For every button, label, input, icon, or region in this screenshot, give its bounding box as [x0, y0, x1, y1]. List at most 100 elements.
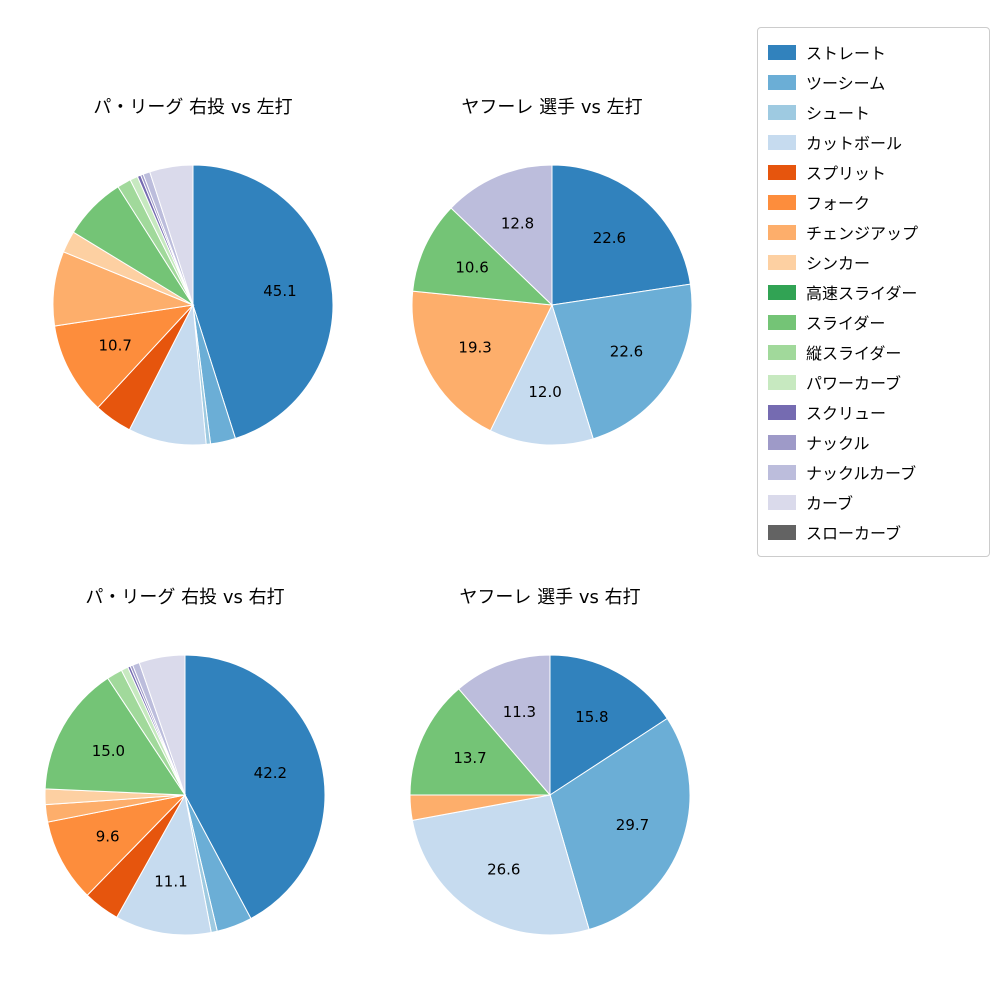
legend-label: カーブ — [806, 494, 854, 513]
pie-slice-チェンジアップ — [411, 290, 553, 432]
legend-label: ナックルカーブ — [806, 464, 917, 483]
chart-title: ヤフーレ 選手 vs 左打 — [461, 97, 643, 118]
legend-item: ツーシーム — [768, 67, 979, 97]
legend-swatch — [768, 524, 796, 540]
legend-swatch — [768, 434, 796, 450]
legend-item: チェンジアップ — [768, 217, 979, 247]
pie-slice-スライダー — [409, 688, 552, 796]
legend-label: ストレート — [806, 44, 887, 63]
pie-slice-value-label: 12.8 — [501, 215, 534, 233]
legend-item: ナックル — [768, 427, 979, 457]
legend-item: スライダー — [768, 307, 979, 337]
pie-slice-value-label: 26.6 — [487, 860, 520, 878]
pie-pa-righty-vs-rhb: 42.2 11.1 9.6 15.0 — [44, 654, 326, 936]
pie-slice-value-label: 22.6 — [593, 229, 626, 247]
pie-slice-ストレート — [549, 654, 668, 796]
pie-slice-value-label: 45.1 — [263, 282, 296, 300]
pie-slice-カーブ — [149, 164, 194, 306]
legend-item: シュート — [768, 97, 979, 127]
legend-swatch — [768, 284, 796, 300]
pie-yafure-vs-lhb: 22.6 22.6 12.0 19.3 10.6 12.8 — [411, 164, 693, 446]
pie-slice-value-label: 9.6 — [96, 827, 120, 845]
legend-label: パワーカーブ — [806, 374, 902, 393]
pie-yafure-vs-rhb: 15.8 29.7 26.6 13.7 11.3 — [409, 654, 691, 936]
legend-label: スプリット — [806, 164, 887, 183]
pie-chart-yafure-vs-lhb: ヤフーレ 選手 vs 左打 22.6 22.6 12.0 19.3 10.6 12.8 — [402, 95, 702, 455]
legend-label: ナックル — [806, 434, 870, 453]
pie-slice-value-label: 15.8 — [575, 708, 608, 726]
pie-slice-スライダー — [412, 207, 554, 306]
pie-slice-ストレート — [184, 654, 326, 920]
legend-label: 高速スライダー — [806, 284, 918, 303]
legend-label: シンカー — [806, 254, 871, 273]
legend-label: フォーク — [806, 194, 871, 213]
pie-slice-value-label: 15.0 — [92, 742, 125, 760]
pie-slice-value-label: 29.7 — [616, 816, 649, 834]
legend-label: カットボール — [806, 134, 903, 153]
legend-label: チェンジアップ — [806, 224, 919, 243]
legend-item: カットボール — [768, 127, 979, 157]
legend-label: シュート — [806, 104, 871, 123]
pie-slice-value-label: 22.6 — [610, 342, 643, 360]
pie-slice-カーブ — [138, 654, 186, 796]
legend-item: ストレート — [768, 37, 979, 67]
legend-item: パワーカーブ — [768, 367, 979, 397]
pie-slice-ツーシーム — [549, 717, 691, 931]
legend-item: シンカー — [768, 247, 979, 277]
legend-item: スクリュー — [768, 397, 979, 427]
legend-item: スローカーブ — [768, 517, 979, 547]
pie-pa-righty-vs-lhb: 45.1 10.7 — [52, 164, 334, 446]
pie-slice-ナックルカーブ — [458, 654, 551, 797]
legend-swatch — [768, 44, 796, 60]
pie-slice-value-label: 10.6 — [455, 259, 488, 277]
legend-item: カーブ — [768, 487, 979, 517]
pie-chart-yafure-vs-rhb: ヤフーレ 選手 vs 右打 15.8 29.7 26.6 13.7 11.3 — [400, 585, 700, 945]
legend-label: ツーシーム — [806, 74, 886, 93]
pie-slice-カットボール — [489, 303, 594, 446]
pie-slice-カットボール — [128, 303, 207, 446]
pie-slice-ツーシーム — [551, 283, 693, 440]
pie-slice-カットボール — [411, 794, 590, 936]
pie-slice-value-label: 13.7 — [453, 749, 486, 767]
legend-swatch — [768, 104, 796, 120]
legend-swatch — [768, 404, 796, 420]
legend-swatch — [768, 374, 796, 390]
pie-slice-フォーク — [47, 794, 187, 896]
legend-swatch — [768, 464, 796, 480]
pie-slice-ナックルカーブ — [450, 164, 553, 307]
legend-item: フォーク — [768, 187, 979, 217]
legend-swatch — [768, 194, 796, 210]
pie-slice-value-label: 10.7 — [99, 337, 132, 355]
legend-label: 縦スライダー — [806, 344, 902, 363]
pie-chart-pa-righty-vs-lhb: パ・リーグ 右投 vs 左打 45.1 10.7 — [43, 95, 343, 455]
legend-label: スローカーブ — [806, 524, 902, 543]
pie-slice-カットボール — [116, 793, 212, 936]
chart-title: パ・リーグ 右投 vs 右打 — [85, 587, 285, 608]
legend-items: ストレートツーシームシュートカットボール スプリットフォークチェンジアップ シンカー… — [768, 37, 979, 547]
legend-label: スライダー — [806, 314, 886, 333]
pie-slice-value-label: 11.1 — [154, 872, 187, 890]
legend-swatch — [768, 254, 796, 270]
pie-chart-pa-righty-vs-rhb: パ・リーグ 右投 vs 右打 42.2 11.1 9.6 15.0 — [35, 585, 335, 945]
pie-slice-スライダー — [44, 677, 186, 796]
legend-item: 縦スライダー — [768, 337, 979, 367]
chart-title: パ・リーグ 右投 vs 左打 — [93, 97, 293, 118]
legend-swatch — [768, 314, 796, 330]
legend-item: スプリット — [768, 157, 979, 187]
pie-slice-value-label: 12.0 — [528, 383, 561, 401]
legend: ストレートツーシームシュートカットボール スプリットフォークチェンジアップ シンカー… — [757, 27, 990, 557]
chart-title: ヤフーレ 選手 vs 右打 — [459, 587, 641, 608]
legend-swatch — [768, 74, 796, 90]
legend-swatch — [768, 164, 796, 180]
pie-slice-value-label: 42.2 — [254, 764, 287, 782]
pie-slice-ストレート — [551, 164, 692, 306]
legend-label: スクリュー — [806, 404, 887, 423]
legend-item: 高速スライダー — [768, 277, 979, 307]
pie-slice-value-label: 19.3 — [458, 338, 491, 356]
pie-slice-value-label: 11.3 — [503, 703, 536, 721]
legend-swatch — [768, 224, 796, 240]
pie-slice-ストレート — [192, 164, 334, 440]
pie-slice-フォーク — [54, 304, 195, 409]
legend-swatch — [768, 344, 796, 360]
